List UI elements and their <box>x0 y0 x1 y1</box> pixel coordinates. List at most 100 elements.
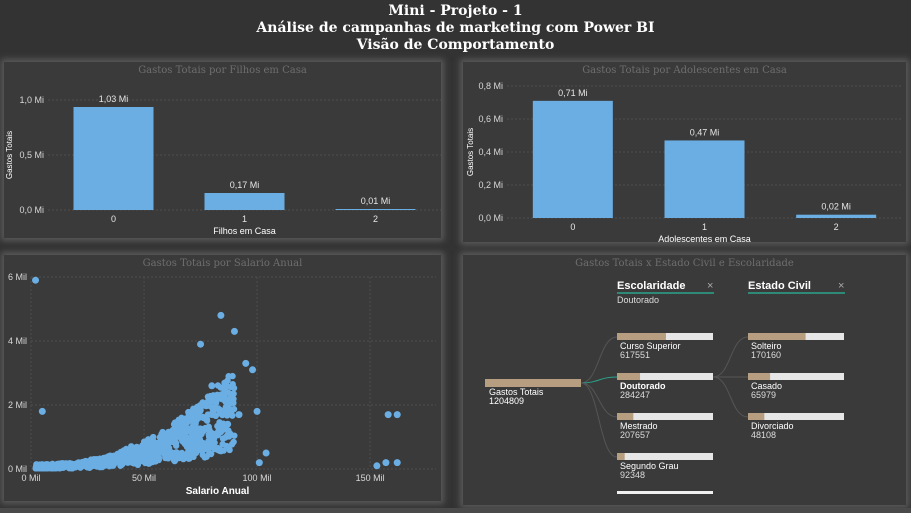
data-point <box>249 366 257 374</box>
decomposition-tree-panel[interactable]: Gastos Totais x Estado Civil e Escolarid… <box>463 255 906 505</box>
node-label: Solteiro <box>751 341 782 351</box>
node-bar-fill <box>617 333 666 340</box>
bar <box>664 140 745 218</box>
x-tick-label: 1 <box>702 222 707 232</box>
y-tick-label: 4 Mil <box>8 336 27 346</box>
y-axis-title: Gastos Totais <box>466 128 475 176</box>
x-tick-label: 50 Mil <box>132 473 156 483</box>
node-bar-fill <box>748 373 771 380</box>
selected-value: Doutorado <box>617 295 659 305</box>
data-point <box>224 408 231 416</box>
scatter-points <box>32 276 401 472</box>
data-point <box>393 411 401 419</box>
data-point <box>150 437 157 445</box>
data-point <box>141 441 148 448</box>
node-bar-track <box>617 373 713 380</box>
data-point <box>223 442 230 450</box>
data-point <box>110 452 118 459</box>
node-value: 207657 <box>620 430 650 440</box>
root-label: Gastos Totais <box>489 387 544 397</box>
close-icon: × <box>838 280 844 292</box>
y-axis-title: Gastos Totais <box>5 131 14 179</box>
node-bar-track <box>617 413 713 420</box>
data-point <box>216 407 223 414</box>
bar <box>532 100 613 218</box>
data-point <box>32 276 40 284</box>
x-tick-label: 150 Mil <box>356 473 385 483</box>
data-point <box>202 425 210 432</box>
data-point <box>187 439 195 447</box>
node-label: Segundo Grau <box>620 461 679 471</box>
data-point <box>146 459 154 467</box>
x-axis-title: Salario Anual <box>186 486 250 497</box>
node-bar-fill <box>617 413 634 420</box>
data-label: 1,03 Mi <box>99 94 129 104</box>
node-label: Doutorado <box>620 381 666 391</box>
data-point <box>214 444 222 452</box>
data-point <box>230 438 237 446</box>
node-value: 617551 <box>620 350 650 360</box>
data-point <box>38 461 46 468</box>
data-point <box>114 457 121 464</box>
data-point <box>172 430 180 438</box>
x-axis-title: Filhos em Casa <box>213 226 276 236</box>
y-tick-label: 0,0 Mi <box>478 213 503 223</box>
scatter-chart-salario[interactable]: 0 Mil 2 Mil 4 Mil 6 Mil 0 Mil 50 Mil 100 Mil 15… <box>4 255 441 501</box>
data-point <box>225 427 232 434</box>
data-point <box>127 449 134 456</box>
x-tick-label: 0 <box>111 214 116 224</box>
connector-line <box>580 376 618 384</box>
chart-panel-adolescentes[interactable]: Gastos Totais por Adolescentes em Casa 0… <box>463 62 906 244</box>
data-label: 0,02 Mi <box>821 202 851 212</box>
y-tick-label: 0,2 Mi <box>478 180 503 190</box>
data-point <box>222 380 230 388</box>
data-point <box>230 384 238 392</box>
data-point <box>52 463 60 471</box>
data-point <box>230 327 238 335</box>
chart-title: Gastos Totais x Estado Civil e Escolarid… <box>575 258 794 269</box>
data-point <box>192 409 200 417</box>
data-point <box>38 407 46 415</box>
root-value: 1204809 <box>489 396 524 406</box>
bar <box>73 107 154 210</box>
data-point <box>203 453 210 460</box>
chart-panel-salario[interactable]: Gastos Totais por Salario Anual 0 Mil 2 M… <box>4 255 441 501</box>
data-point <box>207 429 214 436</box>
data-point <box>127 454 135 462</box>
data-point <box>133 452 140 459</box>
data-point <box>212 395 220 403</box>
data-point <box>222 398 229 405</box>
data-point <box>179 438 186 445</box>
data-point <box>196 436 204 443</box>
data-point <box>184 449 191 457</box>
bar-chart-adolescentes[interactable]: 0,0 Mi 0,2 Mi 0,4 Mi 0,6 Mi 0,8 Mi 0,71 Mi 0 0,… <box>463 62 906 244</box>
data-point <box>215 428 222 435</box>
data-point <box>160 431 168 438</box>
y-tick-label: 0,6 Mi <box>478 114 503 124</box>
node-bar-fill <box>617 373 641 380</box>
y-tick-label: 6 Mil <box>8 272 27 282</box>
chart-panel-filhos[interactable]: Gastos Totais por Filhos em Casa 0,0 Mi 0… <box>4 62 441 238</box>
connector-line <box>580 382 618 458</box>
data-point <box>69 463 77 470</box>
data-point <box>219 435 227 442</box>
data-point <box>60 460 67 468</box>
data-point <box>167 430 174 437</box>
data-point <box>242 359 250 367</box>
page-scrollbar[interactable] <box>0 508 911 513</box>
node-value: 65979 <box>751 390 776 400</box>
bar-chart-filhos[interactable]: 0,0 Mi 0,5 Mi 1,0 Mi 1,03 Mi 0 0,17 Mi 1 0,01 M… <box>4 62 441 238</box>
x-tick-label: 100 Mil <box>243 473 272 483</box>
y-tick-label: 0,0 Mi <box>19 205 44 215</box>
bar <box>796 214 877 218</box>
x-tick-label: 0 <box>570 222 575 232</box>
data-point <box>142 459 149 467</box>
level-header: Estado Civil <box>748 280 811 292</box>
report-header: Mini - Projeto - 1 Análise de campanhas … <box>0 0 911 58</box>
bar <box>204 193 285 210</box>
y-tick-label: 0,5 Mi <box>19 150 44 160</box>
data-point <box>253 407 261 415</box>
node-bar-fill <box>748 413 765 420</box>
x-tick-label: 0 Mil <box>21 473 40 483</box>
